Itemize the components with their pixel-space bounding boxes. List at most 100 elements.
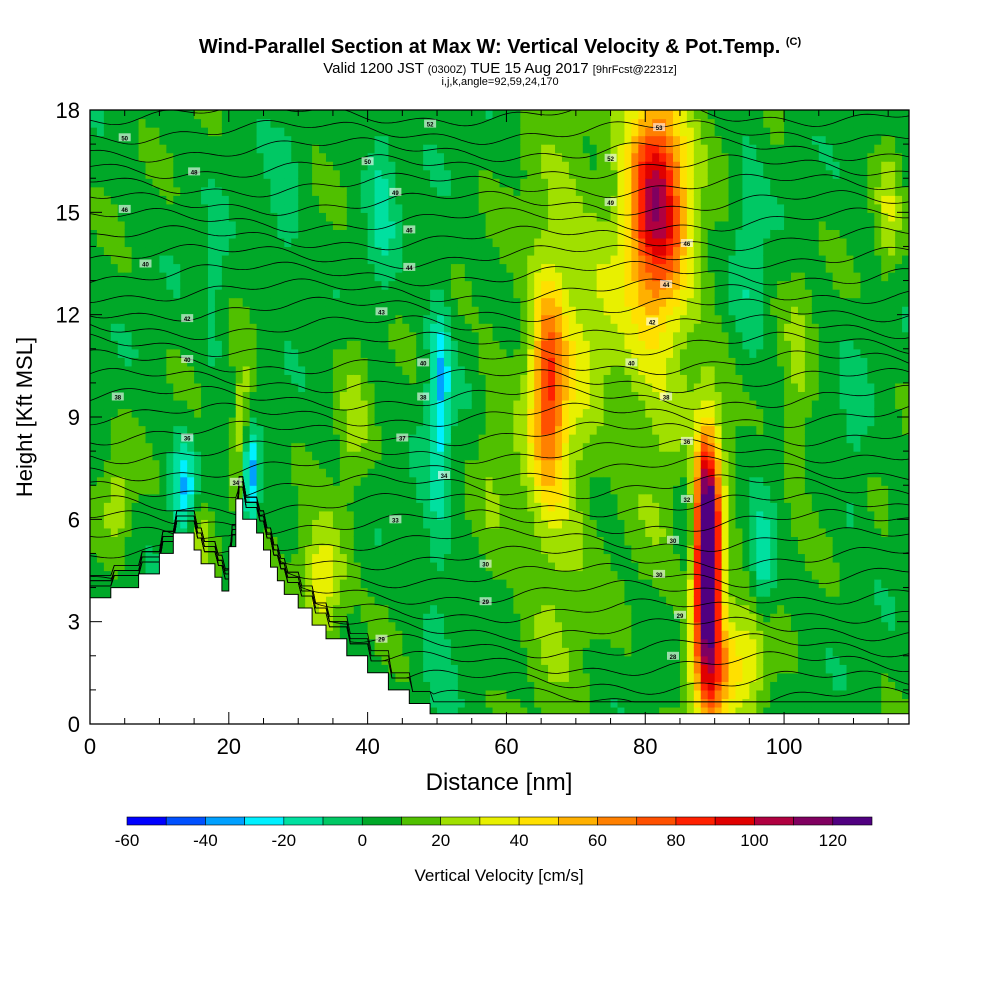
w-cell: [214, 195, 223, 205]
w-cell: [138, 340, 147, 350]
w-cell: [561, 272, 570, 282]
w-cell: [207, 152, 216, 162]
w-cell: [228, 399, 237, 410]
w-cell: [353, 613, 362, 623]
w-cell: [201, 229, 209, 239]
w-cell: [568, 706, 577, 715]
w-cell: [367, 579, 376, 589]
w-cell: [596, 485, 605, 495]
w-cell: [582, 289, 591, 299]
w-cell: [96, 510, 105, 520]
w-cell: [166, 169, 174, 179]
w-cell: [228, 357, 237, 367]
w-cell: [214, 135, 223, 145]
w-cell: [631, 681, 639, 691]
w-cell: [145, 493, 154, 503]
w-cell: [388, 451, 396, 461]
w-cell: [339, 502, 348, 512]
w-cell: [90, 417, 98, 427]
w-cell: [492, 127, 501, 137]
w-cell: [346, 272, 355, 282]
w-cell: [450, 579, 459, 589]
w-cell: [450, 544, 459, 555]
w-cell: [374, 186, 383, 196]
w-cell: [506, 408, 514, 418]
w-cell: [506, 169, 514, 179]
w-cell: [360, 442, 369, 452]
w-cell: [298, 263, 306, 273]
w-cell: [631, 365, 639, 375]
w-cell: [596, 706, 605, 715]
w-cell: [506, 647, 514, 657]
w-cell: [152, 468, 161, 478]
w-cell: [201, 152, 209, 162]
w-cell: [478, 579, 487, 589]
w-cell: [388, 195, 396, 205]
w-cell: [624, 135, 632, 145]
w-cell: [568, 519, 577, 529]
w-cell: [103, 519, 112, 529]
w-cell: [103, 127, 112, 137]
w-cell: [568, 280, 577, 290]
w-cell: [187, 263, 195, 273]
w-cell: [173, 340, 181, 350]
w-cell: [263, 280, 272, 290]
w-cell: [312, 272, 320, 282]
w-cell: [381, 203, 390, 213]
w-cell: [277, 536, 285, 546]
w-cell: [173, 391, 181, 401]
w-cell: [221, 348, 230, 358]
w-cell: [443, 323, 452, 333]
w-cell: [437, 203, 445, 213]
w-cell: [332, 604, 341, 614]
w-cell: [201, 553, 209, 563]
w-cell: [561, 570, 570, 580]
w-cell: [90, 476, 98, 486]
w-cell: [117, 544, 126, 555]
w-cell: [221, 152, 230, 162]
w-cell: [443, 399, 452, 410]
w-cell: [631, 638, 639, 648]
w-cell: [270, 272, 278, 282]
w-cell: [325, 127, 334, 137]
w-cell: [520, 451, 528, 461]
w-cell: [610, 237, 619, 248]
w-cell: [305, 587, 313, 597]
w-cell: [263, 391, 272, 401]
w-cell: [249, 246, 258, 256]
w-cell: [124, 331, 133, 341]
w-cell: [249, 417, 258, 427]
w-cell: [381, 161, 390, 171]
w-cell: [235, 468, 244, 478]
w-cell: [492, 553, 501, 563]
w-cell: [194, 118, 202, 128]
w-cell: [541, 118, 549, 128]
w-cell: [457, 144, 466, 154]
w-cell: [617, 689, 626, 700]
w-cell: [596, 459, 605, 469]
w-cell: [110, 127, 119, 137]
w-cell: [527, 493, 535, 503]
w-cell: [561, 306, 570, 316]
w-cell: [610, 186, 619, 196]
w-cell: [96, 348, 105, 358]
w-cell: [603, 459, 612, 469]
w-cell: [534, 382, 542, 393]
w-cell: [430, 280, 438, 290]
w-cell: [277, 502, 285, 512]
w-cell: [159, 425, 167, 435]
w-cell: [201, 468, 209, 478]
w-cell: [235, 314, 244, 324]
w-cell: [124, 544, 133, 555]
w-cell: [568, 536, 577, 546]
w-cell: [159, 229, 167, 239]
w-cell: [457, 152, 466, 162]
w-cell: [388, 647, 396, 657]
w-cell: [221, 340, 230, 350]
w-cell: [103, 382, 112, 393]
w-cell: [367, 127, 376, 137]
w-cell: [353, 399, 362, 410]
w-cell: [145, 348, 154, 358]
w-cell: [603, 570, 612, 580]
w-cell: [110, 203, 119, 213]
